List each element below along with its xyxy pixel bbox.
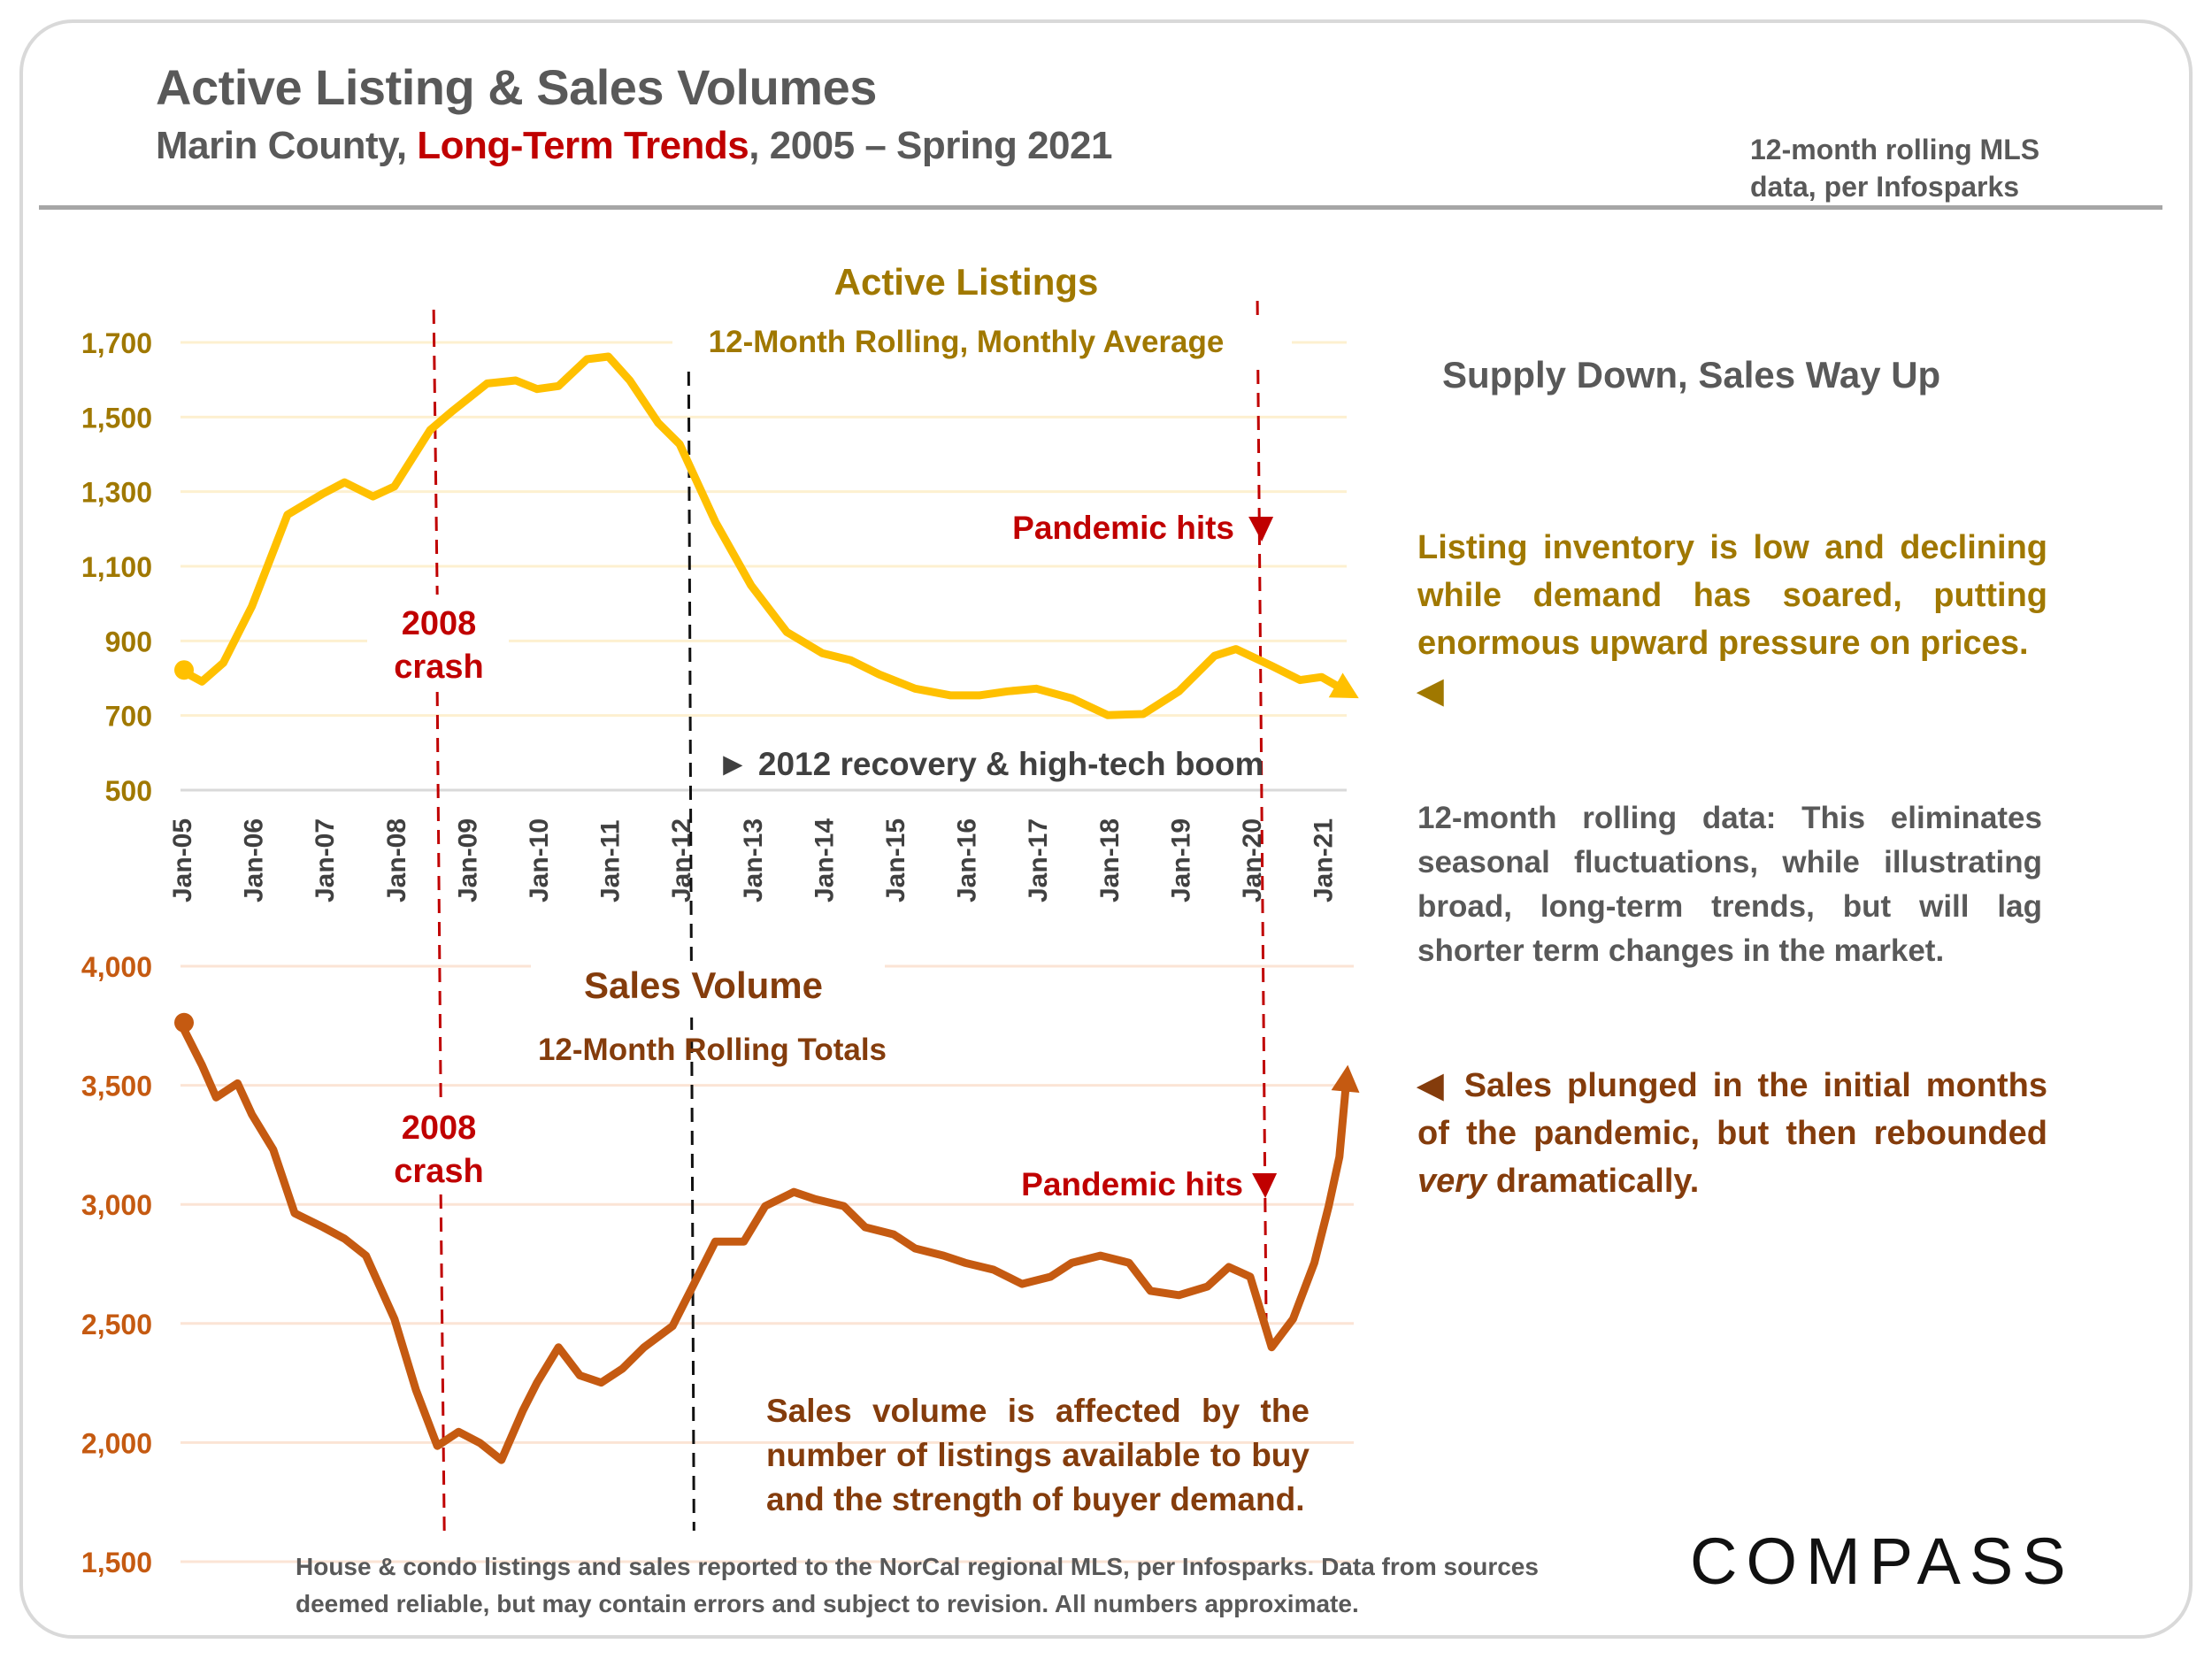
listings-gridlines bbox=[180, 341, 1347, 792]
sidebar-heading: Supply Down, Sales Way Up bbox=[1442, 354, 1941, 396]
listings-y-tick-label: 1,700 bbox=[81, 327, 152, 359]
recovery-marker-line bbox=[687, 371, 695, 1532]
x-tick-label: Jan-06 bbox=[240, 818, 269, 902]
listings-end-arrow-icon bbox=[1328, 672, 1359, 699]
sales-volume-note: Sales volume is affected by the number o… bbox=[766, 1393, 1310, 1517]
recovery-label: ► 2012 recovery & high-tech boom bbox=[717, 746, 1264, 782]
x-axis: Jan-05 Jan-06 Jan-07 Jan-08 Jan-09 Jan-10 Jan-… bbox=[168, 818, 1339, 902]
source-note-line2: data, per Infosparks bbox=[1750, 171, 2020, 203]
x-tick-label: Jan-10 bbox=[525, 818, 554, 902]
rolling-data-note: 12-month rolling data: This eliminates s… bbox=[1417, 801, 2042, 968]
crash-marker-line bbox=[439, 1194, 446, 1532]
page-subtitle: Marin County, Long-Term Trends, 2005 – S… bbox=[156, 124, 1112, 168]
listings-y-axis: 500 700 900 1,100 1,300 1,500 1,700 bbox=[81, 327, 152, 807]
sales-note-emphasis: very bbox=[1417, 1163, 1487, 1200]
listings-y-tick-label: 1,500 bbox=[81, 402, 152, 434]
listings-chart-title: Active Listings bbox=[834, 261, 1099, 303]
listings-y-tick-label: 500 bbox=[105, 775, 152, 807]
x-tick-label: Jan-09 bbox=[453, 818, 482, 902]
x-tick-label: Jan-17 bbox=[1024, 818, 1053, 902]
x-tick-label: Jan-18 bbox=[1095, 818, 1125, 902]
listings-y-tick-label: 900 bbox=[105, 626, 152, 657]
x-tick-label: Jan-13 bbox=[739, 818, 768, 902]
listing-note-text: Listing inventory is low and declining w… bbox=[1417, 529, 2047, 662]
x-tick-label: Jan-14 bbox=[810, 818, 839, 902]
x-tick-label: Jan-16 bbox=[953, 818, 982, 902]
sales-y-tick-label: 2,000 bbox=[81, 1427, 152, 1459]
crash-label-top-year: 2008 bbox=[402, 605, 477, 642]
crash-label-bottom-year: 2008 bbox=[402, 1110, 477, 1147]
x-tick-label: Jan-07 bbox=[311, 818, 340, 902]
sales-end-arrow-icon bbox=[1331, 1064, 1360, 1094]
sales-y-tick-label: 3,000 bbox=[81, 1189, 152, 1221]
sales-note-part-a: Sales plunged in the initial months of t… bbox=[1417, 1067, 2047, 1152]
x-tick-label: Jan-11 bbox=[596, 820, 626, 902]
listings-y-tick-label: 1,300 bbox=[81, 477, 152, 509]
x-tick-label: Jan-05 bbox=[168, 818, 197, 902]
sales-y-tick-label: 2,500 bbox=[81, 1309, 152, 1340]
listings-y-tick-label: 1,100 bbox=[81, 551, 152, 583]
series-lines bbox=[174, 352, 1360, 1464]
sales-start-marker bbox=[174, 1012, 194, 1033]
left-arrow-icon: ◀ bbox=[1417, 672, 1444, 710]
crash-label-bottom-word: crash bbox=[394, 1153, 483, 1190]
sales-chart-title: Sales Volume bbox=[584, 964, 823, 1006]
listing-inventory-note: Listing inventory is low and declining w… bbox=[1417, 524, 2047, 715]
sales-y-axis: 1,500 2,000 2,500 3,000 3,500 4,000 bbox=[81, 951, 152, 1578]
pandemic-arrow-icon bbox=[1248, 517, 1274, 541]
listings-chart-subtitle: 12-Month Rolling, Monthly Average bbox=[709, 325, 1225, 359]
crash-label-bg-bottom bbox=[367, 1097, 509, 1194]
x-tick-label: Jan-21 bbox=[1310, 818, 1339, 902]
slide-frame bbox=[19, 19, 2193, 1639]
x-tick-label: Jan-08 bbox=[382, 818, 411, 902]
crash-marker-line bbox=[432, 309, 439, 595]
source-note: 12-month rolling MLS data, per Infosparks bbox=[1750, 131, 2039, 205]
x-tick-label: Jan-15 bbox=[881, 818, 910, 902]
compass-logo: COMPASS bbox=[1690, 1525, 2075, 1598]
page-title: Active Listing & Sales Volumes bbox=[156, 59, 877, 115]
pandemic-label-top: Pandemic hits bbox=[1012, 510, 1234, 546]
sales-plunge-note: ◀ Sales plunged in the initial months of… bbox=[1417, 1062, 2047, 1205]
event-markers bbox=[432, 300, 1278, 1532]
sales-y-tick-label: 1,500 bbox=[81, 1547, 152, 1578]
listings-y-tick-label: 700 bbox=[105, 701, 152, 733]
pandemic-label-bottom: Pandemic hits bbox=[1021, 1166, 1243, 1202]
pandemic-marker-line bbox=[1256, 300, 1268, 1328]
crash-marker-line bbox=[435, 691, 442, 1098]
subtitle-highlight: Long-Term Trends bbox=[417, 124, 749, 167]
pandemic-arrow-icon bbox=[1252, 1173, 1278, 1198]
x-tick-label: Jan-19 bbox=[1166, 818, 1195, 902]
header-divider bbox=[39, 205, 2162, 210]
listings-subtitle-bg bbox=[672, 320, 1292, 365]
footnote: House & condo listings and sales reporte… bbox=[296, 1553, 1539, 1617]
crash-label-bg-top bbox=[367, 595, 509, 692]
subtitle-prefix: Marin County, bbox=[156, 124, 418, 167]
sales-y-tick-label: 4,000 bbox=[81, 951, 152, 983]
source-note-line1: 12-month rolling MLS bbox=[1750, 134, 2040, 165]
left-arrow-icon: ◀ bbox=[1417, 1067, 1449, 1104]
crash-label-top-word: crash bbox=[394, 649, 483, 686]
sales-note-part-b: dramatically. bbox=[1486, 1163, 1700, 1200]
sales-y-tick-label: 3,500 bbox=[81, 1071, 152, 1102]
listings-start-marker bbox=[174, 660, 194, 680]
sales-title-bg bbox=[531, 964, 885, 1018]
subtitle-suffix: , 2005 – Spring 2021 bbox=[749, 124, 1112, 167]
sales-chart-subtitle: 12-Month Rolling Totals bbox=[538, 1033, 887, 1067]
